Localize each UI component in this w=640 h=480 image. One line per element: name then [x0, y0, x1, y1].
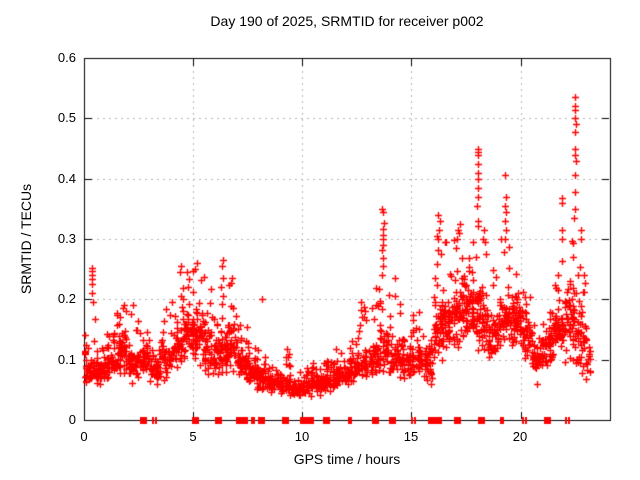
x-tick-label-20: 20 — [512, 429, 528, 444]
y-tick-label-0.5: 0.5 — [57, 110, 76, 125]
x-tick-label-15: 15 — [403, 429, 419, 444]
y-tick-label-0: 0 — [68, 412, 76, 427]
x-tick-label-5: 5 — [189, 429, 197, 444]
y-tick-label-0.4: 0.4 — [57, 171, 76, 186]
y-tick-label-0.2: 0.2 — [57, 291, 76, 306]
chart-title: Day 190 of 2025, SRMTID for receiver p00… — [210, 13, 484, 29]
x-axis-label: GPS time / hours — [293, 451, 401, 467]
y-tick-label-0.3: 0.3 — [57, 231, 76, 246]
y-tick-label-0.1: 0.1 — [57, 352, 76, 367]
x-tick-label-0: 0 — [80, 429, 88, 444]
x-tick-label-10: 10 — [294, 429, 310, 444]
y-tick-label-0.6: 0.6 — [57, 50, 76, 65]
